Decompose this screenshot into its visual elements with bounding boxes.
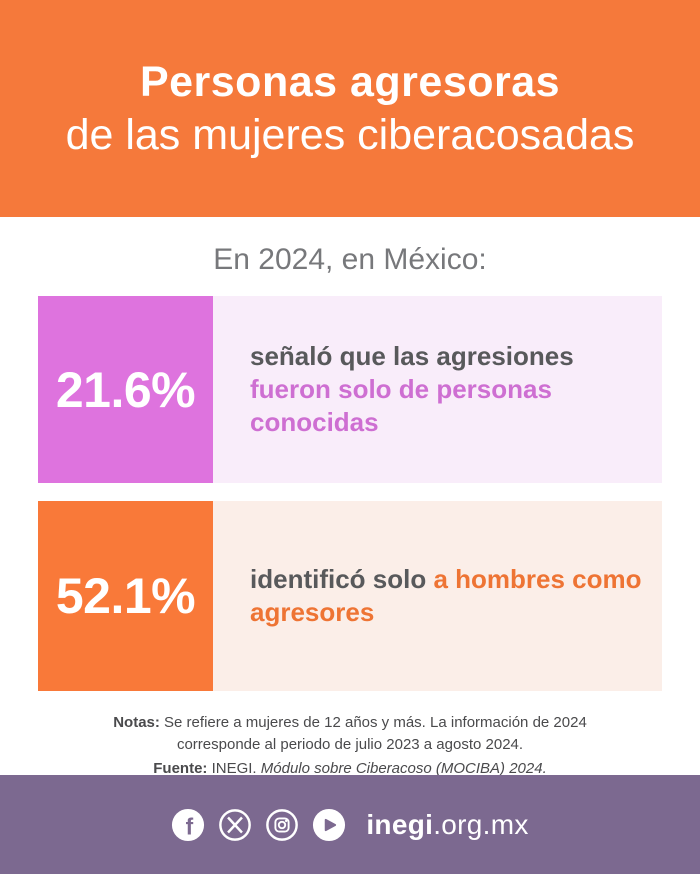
subtitle: En 2024, en México:: [213, 243, 487, 276]
website-link[interactable]: inegi.org.mx: [366, 809, 528, 841]
instagram-icon[interactable]: [265, 808, 299, 842]
stat-text: señaló que las agresiones fueron solo de…: [250, 340, 647, 439]
notes-text-1: Se refiere a mujeres de 12 años y más. L…: [164, 714, 587, 731]
facebook-icon[interactable]: f: [171, 808, 205, 842]
stat-text: identificó solo a hombres como agresores: [250, 563, 647, 629]
svg-text:f: f: [186, 813, 194, 839]
notes: Notas: Se refiere a mujeres de 12 años y…: [0, 712, 700, 780]
title-line-2: de las mujeres ciberacosadas: [65, 110, 635, 159]
notes-label: Notas:: [113, 714, 160, 731]
notes-line-1: Notas: Se refiere a mujeres de 12 años y…: [0, 712, 700, 734]
source-text: INEGI.: [211, 760, 257, 777]
website-rest: .org.mx: [433, 808, 529, 840]
stat-card-male-aggressors: 52.1% identificó solo a hombres como agr…: [38, 501, 662, 691]
stat-text-highlight: a hombres como agresores: [250, 564, 642, 627]
stat-text-highlight: fueron solo de personas conocidas: [250, 374, 552, 437]
stat-value-known-persons: 21.6%: [38, 296, 213, 483]
notes-line-2: corresponde al periodo de julio 2023 a a…: [176, 736, 524, 753]
header: Personas agresoras de las mujeres cibera…: [0, 0, 700, 217]
website-bold: inegi: [366, 808, 434, 840]
stat-text-plain: identificó solo: [250, 564, 427, 594]
title-line-1: Personas agresoras: [139, 57, 561, 106]
source-label: Fuente:: [153, 760, 208, 777]
stat-card-known-persons: 21.6% señaló que las agresiones fueron s…: [38, 296, 662, 483]
stat-value-male-aggressors: 52.1%: [38, 501, 213, 691]
x-icon[interactable]: [218, 808, 252, 842]
footer: f inegi.org.mx: [0, 775, 700, 874]
stat-cards: 21.6% señaló que las agresiones fueron s…: [38, 296, 662, 691]
stat-text-plain: señaló que las agresiones: [250, 341, 574, 371]
main-content: En 2024, en México: 21.6% señaló que las…: [0, 243, 700, 780]
source-italic: Módulo sobre Ciberacoso (MOCIBA) 2024.: [260, 760, 547, 777]
source-line: Fuente: INEGI. Módulo sobre Ciberacoso (…: [0, 758, 700, 780]
stat-card-body: señaló que las agresiones fueron solo de…: [213, 296, 662, 483]
stat-card-body: identificó solo a hombres como agresores: [213, 501, 662, 691]
youtube-icon[interactable]: [312, 808, 346, 842]
